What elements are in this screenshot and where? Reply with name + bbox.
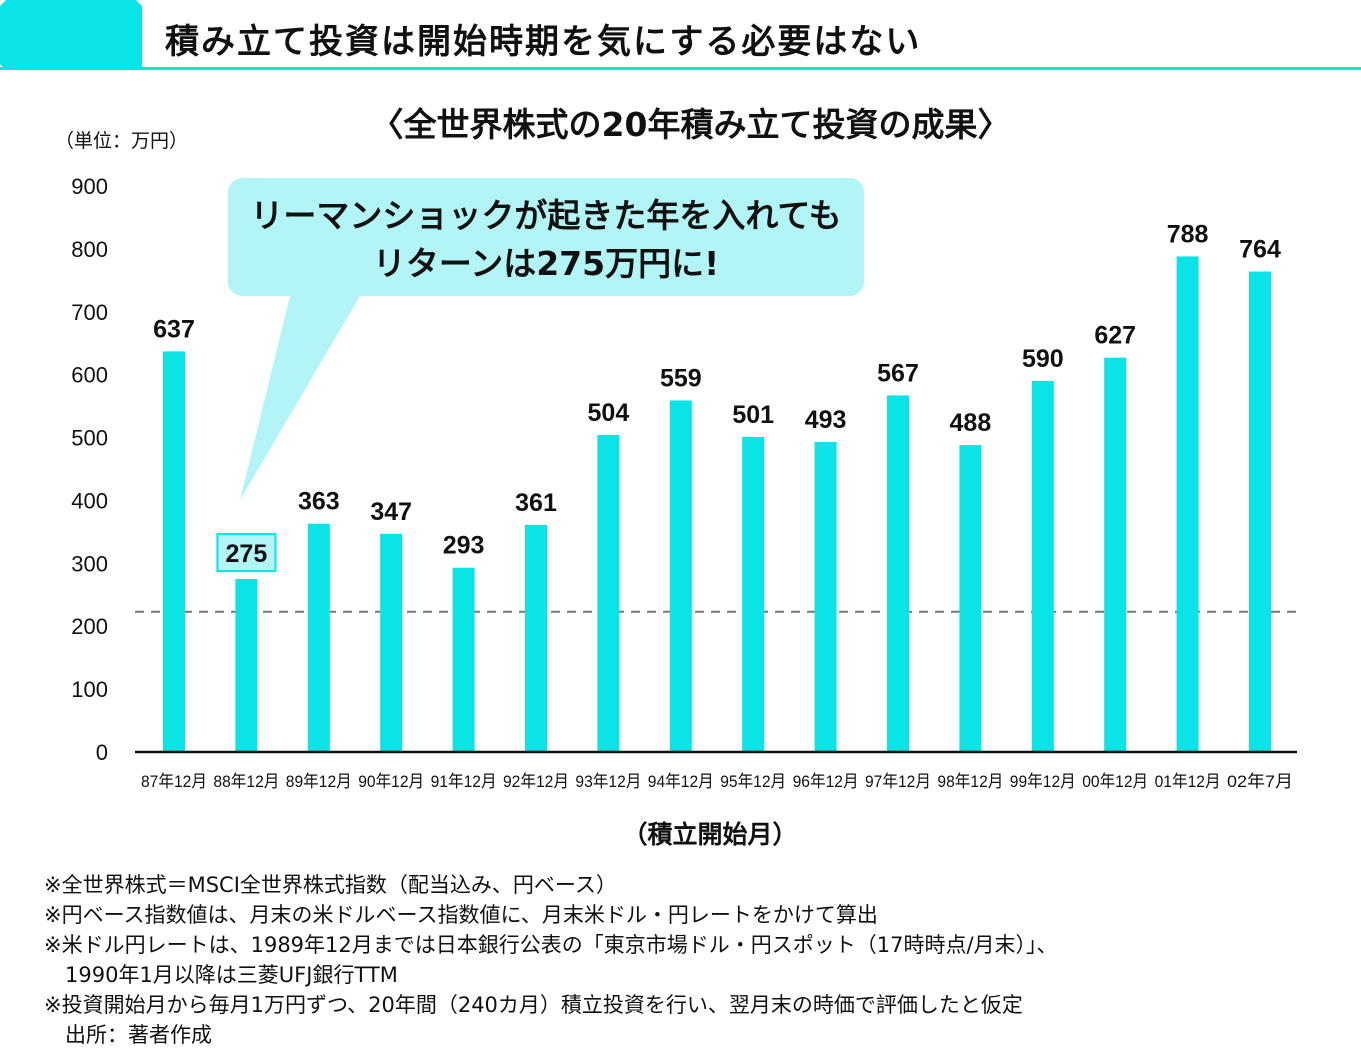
- data-label: 627: [1094, 322, 1136, 350]
- data-label: 637: [153, 315, 195, 343]
- header-tab: [0, 0, 142, 70]
- y-tick-label: 400: [71, 488, 108, 513]
- note: ※米ドル円レートは、1989年12月までは日本銀行公表の「東京市場ドル・円スポッ…: [44, 933, 1058, 957]
- bar: [669, 400, 692, 752]
- y-tick-label: 700: [71, 300, 108, 325]
- data-label: 347: [370, 498, 412, 526]
- y-tick-label: 0: [96, 740, 108, 765]
- data-label: 788: [1167, 220, 1209, 248]
- x-tick-label: 01年12月: [1155, 772, 1221, 791]
- y-tick-label: 300: [71, 551, 108, 576]
- x-tick-label: 87年12月: [141, 772, 207, 791]
- data-label: 363: [298, 488, 340, 516]
- bar: [1176, 256, 1199, 752]
- bar: [887, 395, 909, 752]
- callout-line-2: リターンは275万円に!: [372, 244, 720, 283]
- y-tick-label: 500: [71, 426, 108, 451]
- y-tick-label: 900: [71, 174, 108, 199]
- bar: [380, 533, 403, 752]
- highlight-label-box: [216, 533, 277, 573]
- data-label: 361: [515, 489, 557, 517]
- bar: [814, 441, 837, 752]
- y-tick-label: 100: [71, 677, 108, 702]
- x-tick-label: 93年12月: [575, 772, 641, 791]
- data-label: 504: [588, 399, 630, 427]
- x-tick-label: 88年12月: [213, 772, 279, 791]
- data-label: 590: [1022, 345, 1064, 373]
- data-label: 293: [443, 532, 485, 560]
- page-title: 積み立て投資は開始時期を気にする必要はない: [165, 22, 922, 62]
- chart-title: 〈全世界株式の20年積み立て投資の成果〉: [370, 105, 1011, 144]
- bar: [597, 435, 620, 752]
- data-label: 559: [660, 364, 702, 392]
- bar: [163, 351, 185, 752]
- bar: [1104, 357, 1127, 752]
- x-tick-label: 99年12月: [1010, 772, 1076, 791]
- header-underline: [0, 67, 1361, 70]
- data-label: 764: [1239, 236, 1281, 264]
- bar: [1249, 271, 1271, 752]
- x-tick-label: 95年12月: [720, 772, 786, 791]
- x-tick-label: 96年12月: [793, 772, 859, 791]
- x-tick-label: 91年12月: [431, 772, 497, 791]
- callout-annotation: リーマンショックが起きた年を入れても リターンは275万円に!: [228, 178, 864, 296]
- x-tick-label: 97年12月: [865, 772, 931, 791]
- x-tick-label: 92年12月: [503, 772, 569, 791]
- data-label: 275: [226, 540, 268, 568]
- note: 1990年1月以降は三菱UFJ銀行TTM: [44, 963, 398, 987]
- data-label: 501: [732, 401, 774, 429]
- x-tick-label: 90年12月: [358, 772, 424, 791]
- unit-label: （単位：万円）: [55, 130, 189, 152]
- bar: [1031, 380, 1054, 752]
- bar: [452, 567, 475, 752]
- note: ※全世界株式＝MSCI全世界株式指数（配当込み、円ベース）: [44, 873, 617, 897]
- note: ※投資開始月から毎月1万円ずつ、20年間（240カ月）積立投資を行い、翌月末の時…: [44, 993, 1023, 1017]
- data-label: 567: [877, 359, 919, 387]
- x-tick-label: 94年12月: [648, 772, 714, 791]
- y-tick-label: 600: [71, 363, 108, 388]
- x-tick-label: 00年12月: [1082, 772, 1148, 791]
- callout-line-1: リーマンショックが起きた年を入れても: [250, 196, 842, 235]
- y-tick-label: 200: [71, 614, 108, 639]
- bar: [525, 524, 547, 752]
- data-label: 493: [805, 406, 847, 434]
- x-tick-label: 89年12月: [286, 772, 352, 791]
- bar: [742, 436, 765, 752]
- bar: [235, 579, 258, 752]
- x-tick-label: 02年7月: [1227, 772, 1293, 791]
- note: ※円ベース指数値は、月末の米ドルベース指数値に、月末米ドル・円レートをかけて算出: [44, 903, 878, 927]
- callout-pointer: [240, 296, 360, 500]
- bar: [959, 445, 982, 752]
- x-axis-title: （積立開始月）: [622, 820, 798, 849]
- bar: [307, 523, 330, 752]
- x-tick-label: 98年12月: [937, 772, 1003, 791]
- data-label: 488: [950, 409, 992, 437]
- note: 出所：著者作成: [44, 1023, 212, 1047]
- y-tick-label: 800: [71, 237, 108, 262]
- footnotes: ※全世界株式＝MSCI全世界株式指数（配当込み、円ベース） ※円ベース指数値は、…: [44, 870, 1058, 1050]
